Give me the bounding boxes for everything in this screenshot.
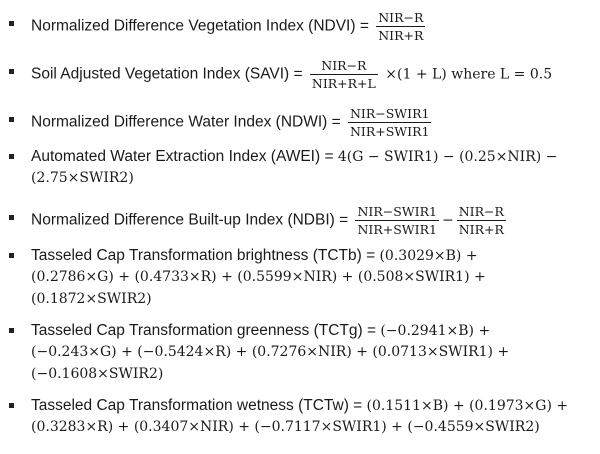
- ndbi-denominator-1: NIR+SWIR1: [357, 222, 437, 237]
- bullet: [9, 69, 14, 74]
- ndwi-fraction: NIR−SWIR1 NIR+SWIR1: [347, 106, 432, 139]
- savi-numerator: NIR−R: [309, 58, 378, 75]
- tctg-line-3: (−0.1608×SWIR2): [31, 366, 164, 382]
- savi-label: Soil Adjusted Vegetation Index (SAVI) =: [31, 65, 307, 83]
- ndbi-line: Normalized Difference Built-up Index (ND…: [31, 204, 509, 237]
- ndwi-numerator: NIR−SWIR1: [347, 106, 432, 123]
- bullet: [9, 328, 14, 333]
- savi-tail: ×(1 + L) where L = 0.5: [380, 66, 553, 83]
- ndwi-line: Normalized Difference Water Index (NDWI)…: [31, 106, 434, 139]
- tctg-line-2: (−0.243×G) + (−0.5424×R) + (0.7276×NIR) …: [31, 344, 510, 360]
- ndvi-numerator: NIR−R: [376, 10, 426, 27]
- bullet: [9, 403, 14, 408]
- tctw-label: Tasseled Cap Transformation wetness (TCT…: [31, 397, 367, 414]
- awei-label: Automated Water Extraction Index (AWEI) …: [31, 148, 338, 165]
- tctg-expression-1: (−0.2941×B) +: [380, 323, 491, 339]
- ndvi-label: Normalized Difference Vegetation Index (…: [31, 17, 374, 35]
- bullet: [9, 117, 14, 122]
- savi-line: Soil Adjusted Vegetation Index (SAVI) = …: [31, 58, 552, 91]
- ndvi-fraction: NIR−R NIR+R: [376, 10, 426, 43]
- tctb-line-2: (0.2786×G) + (0.4733×R) + (0.5599×NIR) +…: [31, 269, 486, 285]
- ndbi-numerator-2: NIR−R: [456, 204, 506, 221]
- ndvi-line: Normalized Difference Vegetation Index (…: [31, 10, 428, 43]
- ndbi-numerator-1: NIR−SWIR1: [355, 204, 439, 221]
- ndbi-label: Normalized Difference Built-up Index (ND…: [31, 211, 353, 229]
- bullet: [9, 215, 14, 220]
- bullet: [9, 253, 14, 258]
- bullet: [9, 21, 14, 26]
- tctg-label: Tasseled Cap Transformation greenness (T…: [31, 322, 381, 339]
- ndvi-denominator: NIR+R: [378, 28, 424, 43]
- savi-fraction: NIR−R NIR+R+L: [309, 58, 378, 91]
- ndbi-fraction-1: NIR−SWIR1 NIR+SWIR1: [355, 204, 439, 237]
- bullet: [9, 154, 14, 159]
- ndwi-denominator: NIR+SWIR1: [349, 124, 430, 139]
- ndbi-minus: −: [441, 212, 454, 229]
- ndwi-label: Normalized Difference Water Index (NDWI)…: [31, 113, 345, 131]
- tctb-line-3: (0.1872×SWIR2): [31, 291, 152, 307]
- awei-expression-1: 4(G − SWIR1) − (0.25×NIR) −: [337, 149, 558, 165]
- tctw-line-2: (0.3283×R) + (0.3407×NIR) + (−0.7117×SWI…: [31, 419, 540, 435]
- ndbi-denominator-2: NIR+R: [458, 222, 504, 237]
- savi-denominator: NIR+R+L: [311, 76, 376, 91]
- awei-line-1: Automated Water Extraction Index (AWEI) …: [31, 147, 557, 167]
- tctg-line-1: Tasseled Cap Transformation greenness (T…: [31, 321, 490, 341]
- tctb-expression-1: (0.3029×B) +: [379, 248, 478, 264]
- tctb-label: Tasseled Cap Transformation brightness (…: [31, 247, 380, 264]
- ndbi-fraction-2: NIR−R NIR+R: [456, 204, 506, 237]
- tctw-expression-1: (0.1511×B) + (0.1973×G) +: [366, 398, 569, 414]
- tctb-line-1: Tasseled Cap Transformation brightness (…: [31, 246, 478, 266]
- tctw-line-1: Tasseled Cap Transformation wetness (TCT…: [31, 396, 568, 416]
- awei-line-2: (2.75×SWIR2): [31, 170, 134, 186]
